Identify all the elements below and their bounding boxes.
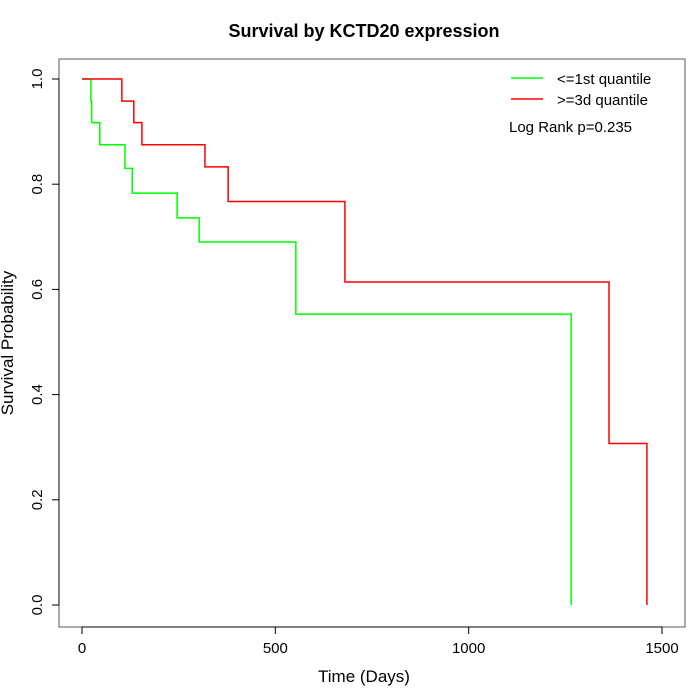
y-tick-label: 1.0 bbox=[29, 69, 46, 90]
x-tick-label: 0 bbox=[78, 640, 86, 657]
y-axis-label: Survival Probability bbox=[0, 270, 17, 415]
y-tick-label: 0.8 bbox=[29, 174, 46, 195]
legend-label-high: >=3d quantile bbox=[557, 92, 648, 109]
legend-label-low: <=1st quantile bbox=[557, 71, 651, 88]
y-tick-label: 0.6 bbox=[29, 279, 46, 300]
x-axis-label: Time (Days) bbox=[318, 667, 410, 686]
survival-curve-low bbox=[82, 78, 572, 605]
y-tick-label: 0.0 bbox=[29, 595, 46, 616]
x-tick-label: 1000 bbox=[452, 640, 485, 657]
y-tick-label: 0.4 bbox=[29, 384, 46, 405]
survival-curve-high bbox=[82, 78, 648, 605]
chart-title: Survival by KCTD20 expression bbox=[228, 21, 499, 41]
x-tick-label: 1500 bbox=[645, 640, 678, 657]
y-tick-label: 0.2 bbox=[29, 489, 46, 510]
x-tick-label: 500 bbox=[263, 640, 288, 657]
log-rank-annotation: Log Rank p=0.235 bbox=[509, 119, 632, 136]
legend: <=1st quantile >=3d quantile Log Rank p=… bbox=[509, 71, 651, 136]
